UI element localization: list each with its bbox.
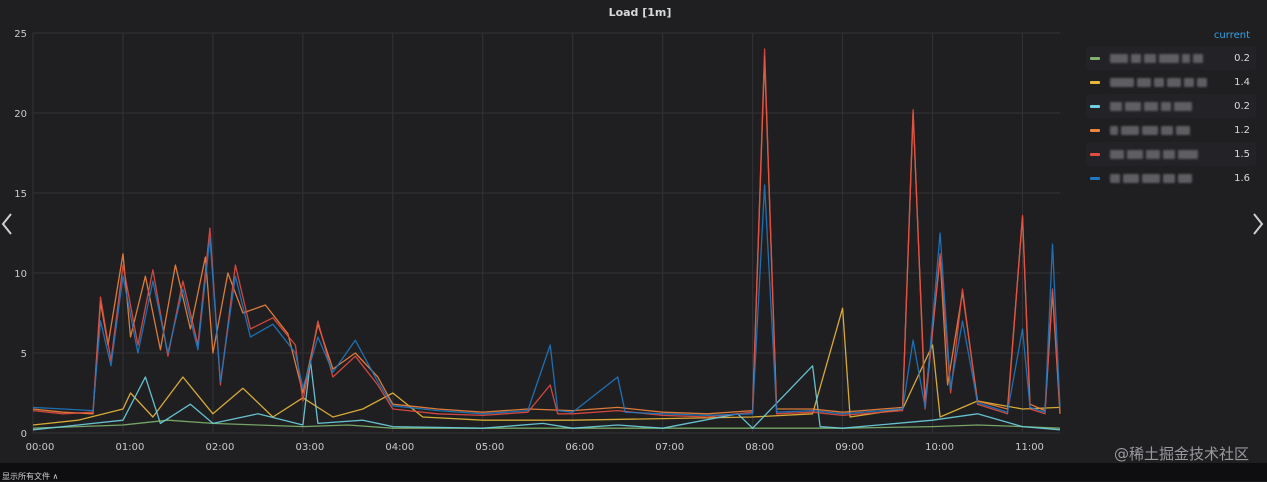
- legend-header-current[interactable]: current: [1213, 30, 1250, 41]
- legend-series-name-redacted: [1110, 149, 1216, 159]
- redacted-block: [1161, 125, 1173, 135]
- legend-current-value: 0.2: [1234, 100, 1250, 112]
- legend-row-6[interactable]: 1.6: [1086, 166, 1256, 190]
- series-line-3[interactable]: [32, 360, 1061, 431]
- y-tick-label: 25: [14, 29, 27, 40]
- series-line-6[interactable]: [32, 184, 1061, 417]
- y-tick-label: 5: [21, 349, 27, 360]
- x-tick-label: 08:00: [745, 442, 774, 453]
- x-axis: 00:00 01:00 02:00 03:00 04:00 05:00 06:00 07:00…: [26, 442, 1044, 453]
- redacted-block: [1121, 125, 1139, 135]
- redacted-block: [1144, 101, 1158, 111]
- x-tick-label: 02:00: [205, 442, 234, 453]
- redacted-block: [1197, 77, 1207, 87]
- redacted-block: [1110, 77, 1134, 87]
- redacted-block: [1125, 101, 1141, 111]
- legend-current-value: 1.4: [1234, 76, 1250, 88]
- x-tick-label: 01:00: [116, 442, 145, 453]
- legend-swatch: [1090, 56, 1100, 60]
- redacted-block: [1178, 149, 1198, 159]
- grid-lines: [32, 32, 1060, 434]
- y-tick-label: 10: [14, 269, 27, 280]
- redacted-block: [1178, 173, 1192, 183]
- legend-series-name-redacted: [1110, 77, 1216, 87]
- x-tick-label: 00:00: [26, 442, 55, 453]
- legend-swatch: [1090, 104, 1100, 108]
- legend-swatch: [1090, 128, 1100, 132]
- legend-series-name-redacted: [1110, 53, 1216, 63]
- x-tick-label: 10:00: [925, 442, 954, 453]
- x-tick-label: 09:00: [835, 442, 864, 453]
- load-chart: Load [1m] 0 5 10 15 20 25 00:00 01:00 02:00 03:0…: [14, 6, 1061, 453]
- series-line-2[interactable]: [32, 307, 1061, 426]
- legend-current-value: 1.5: [1234, 148, 1250, 160]
- redacted-block: [1123, 173, 1139, 183]
- redacted-block: [1163, 173, 1175, 183]
- legend-swatch: [1090, 152, 1100, 156]
- legend-current-value: 0.2: [1234, 52, 1250, 64]
- x-tick-label: 04:00: [385, 442, 414, 453]
- legend-current-value: 1.6: [1234, 172, 1250, 184]
- x-tick-label: 11:00: [1015, 442, 1044, 453]
- redacted-block: [1193, 53, 1203, 63]
- series-lines[interactable]: [32, 48, 1061, 431]
- legend-series-name-redacted: [1110, 125, 1216, 135]
- x-tick-label: 06:00: [565, 442, 594, 453]
- legend-row-5[interactable]: 1.5: [1086, 142, 1256, 166]
- redacted-block: [1110, 101, 1122, 111]
- y-tick-label: 0: [21, 429, 27, 440]
- legend: current 0.2 1.4 0.2 1.2 1.5 1.6: [1086, 30, 1256, 190]
- bottom-bar: 显示所有文件 ∧: [0, 463, 1267, 481]
- redacted-block: [1167, 77, 1181, 87]
- redacted-block: [1159, 53, 1179, 63]
- legend-row-3[interactable]: 0.2: [1086, 94, 1256, 118]
- watermark-text: @稀土掘金技术社区: [1113, 445, 1249, 463]
- x-tick-label: 07:00: [655, 442, 684, 453]
- y-axis: 0 5 10 15 20 25: [14, 29, 27, 440]
- series-line-1[interactable]: [32, 419, 1061, 429]
- previous-arrow-icon[interactable]: [0, 210, 14, 238]
- redacted-block: [1146, 149, 1160, 159]
- redacted-block: [1127, 149, 1143, 159]
- legend-swatch: [1090, 176, 1100, 180]
- redacted-block: [1174, 101, 1192, 111]
- redacted-block: [1137, 77, 1151, 87]
- legend-row-4[interactable]: 1.2: [1086, 118, 1256, 142]
- legend-swatch: [1090, 80, 1100, 84]
- redacted-block: [1110, 125, 1118, 135]
- legend-row-2[interactable]: 1.4: [1086, 70, 1256, 94]
- redacted-block: [1154, 77, 1164, 87]
- redacted-block: [1163, 149, 1175, 159]
- redacted-block: [1110, 149, 1124, 159]
- redacted-block: [1110, 173, 1120, 183]
- x-tick-label: 05:00: [475, 442, 504, 453]
- show-all-files-link[interactable]: 显示所有文件 ∧: [2, 472, 59, 481]
- redacted-block: [1176, 125, 1190, 135]
- redacted-block: [1131, 53, 1141, 63]
- legend-row-1[interactable]: 0.2: [1086, 46, 1256, 70]
- legend-current-value: 1.2: [1234, 124, 1250, 136]
- legend-series-name-redacted: [1110, 101, 1216, 111]
- redacted-block: [1182, 53, 1190, 63]
- legend-series-name-redacted: [1110, 173, 1216, 183]
- x-tick-label: 03:00: [295, 442, 324, 453]
- redacted-block: [1142, 125, 1158, 135]
- redacted-block: [1142, 173, 1160, 183]
- series-line-5[interactable]: [32, 48, 1061, 418]
- redacted-block: [1144, 53, 1156, 63]
- redacted-block: [1184, 77, 1194, 87]
- graph-panel: Load [1m] 0 5 10 15 20 25 00:00 01:00 02:00 03:0…: [0, 6, 1265, 453]
- y-tick-label: 15: [14, 189, 27, 200]
- next-arrow-icon[interactable]: [1251, 210, 1265, 238]
- y-tick-label: 20: [14, 109, 27, 120]
- redacted-block: [1161, 101, 1171, 111]
- redacted-block: [1110, 53, 1128, 63]
- chart-title: Load [1m]: [609, 6, 672, 19]
- series-line-4[interactable]: [32, 56, 1061, 415]
